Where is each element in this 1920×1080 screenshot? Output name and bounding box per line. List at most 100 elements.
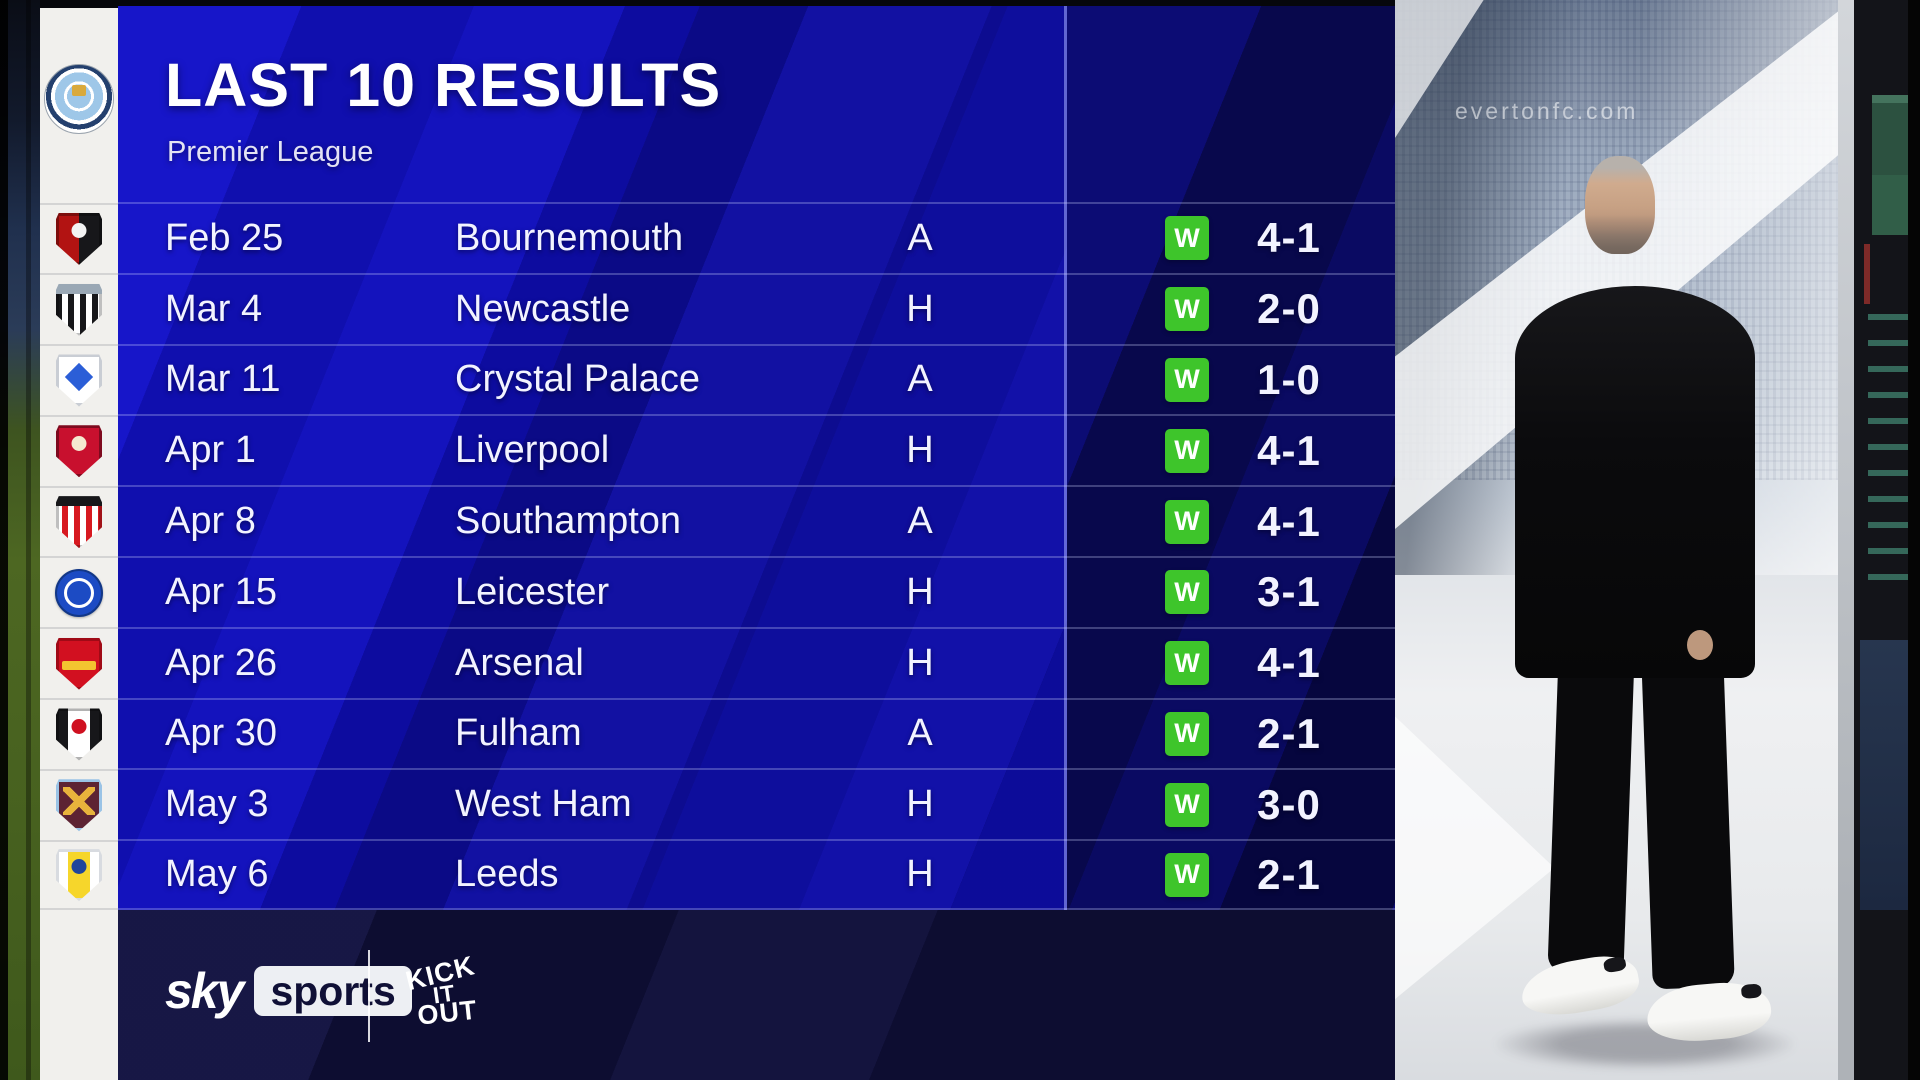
person-pep-guardiola (1395, 0, 1838, 1080)
figure-hand (1687, 630, 1713, 660)
venue-indicator: H (906, 287, 934, 330)
match-score: 2-1 (1257, 850, 1321, 898)
opponent-name: Liverpool (455, 429, 610, 472)
team-badge-southampton (56, 496, 102, 549)
result-chip-win: W (1165, 216, 1209, 261)
stadium-pillar (1838, 0, 1854, 1080)
team-badge-arsenal (56, 637, 102, 690)
stadium-detail (1864, 244, 1870, 304)
team-badge-cell (40, 839, 118, 911)
match-date: Apr 30 (165, 712, 277, 755)
opponent-name: Arsenal (455, 641, 584, 684)
opponent-name: Leeds (455, 853, 559, 896)
match-date: Apr 1 (165, 429, 256, 472)
scoreboard-text-lines (1868, 300, 1914, 580)
result-row: Mar 4 Newcastle H W 2-0 (118, 272, 1395, 344)
venue-indicator: H (906, 783, 934, 826)
photo-panel: evertonfc.com (1395, 0, 1838, 1080)
sports-wordmark-box: sports (254, 966, 412, 1016)
logo-divider (368, 950, 370, 1042)
result-chip-win: W (1165, 570, 1209, 615)
team-badge-crystal-palace (56, 354, 102, 407)
venue-indicator: A (907, 216, 933, 259)
match-date: Mar 4 (165, 287, 263, 330)
results-panel: LAST 10 RESULTS Premier League Feb 25 Bou… (118, 6, 1395, 1080)
opponent-name: Fulham (455, 712, 582, 755)
figure-shoe (1517, 950, 1643, 1022)
venue-indicator: A (907, 712, 933, 755)
result-row: May 3 West Ham H W 3-0 (118, 768, 1395, 839)
team-badge-leeds (56, 849, 102, 902)
venue-indicator: H (906, 570, 934, 613)
team-badge-cell (40, 698, 118, 769)
match-score: 1-0 (1257, 355, 1321, 403)
match-date: May 3 (165, 783, 269, 826)
result-chip-win: W (1165, 499, 1209, 544)
column-divider (1064, 6, 1067, 910)
kick-it-out-logo: KICK IT OUT (391, 941, 498, 1048)
sky-sports-logo: sky sports (165, 962, 412, 1020)
result-chip-win: W (1165, 711, 1209, 756)
team-badge-cell (40, 202, 118, 274)
match-date: Feb 25 (165, 216, 284, 259)
result-row: Apr 8 Southampton A W 4-1 (118, 485, 1395, 556)
team-badge-leicester (55, 568, 103, 617)
result-row: May 6 Leeds H W 2-1 (118, 839, 1395, 910)
result-chip-win: W (1165, 428, 1209, 473)
match-score: 4-1 (1257, 426, 1321, 474)
stadium-scoreboard (1872, 95, 1914, 235)
opponent-name: Crystal Palace (455, 358, 700, 401)
result-chip-win: W (1165, 782, 1209, 827)
result-row: Apr 30 Fulham A W 2-1 (118, 697, 1395, 769)
venue-indicator: H (906, 429, 934, 472)
match-score: 3-1 (1257, 568, 1321, 616)
match-date: Apr 26 (165, 641, 277, 684)
team-badge-bournemouth (56, 212, 102, 265)
result-chip-win: W (1165, 641, 1209, 686)
match-score: 2-0 (1257, 285, 1321, 333)
match-date: Apr 15 (165, 570, 277, 613)
opponent-name: West Ham (455, 783, 632, 826)
opponent-name: Newcastle (455, 287, 631, 330)
team-badge-cell (40, 627, 118, 698)
opponent-name: Southampton (455, 500, 682, 543)
result-chip-win: W (1165, 357, 1209, 402)
team-badge-fulham (56, 708, 102, 761)
result-row: Feb 25 Bournemouth A W 4-1 (118, 202, 1395, 273)
result-row: Apr 15 Leicester H W 3-1 (118, 555, 1395, 627)
match-score: 4-1 (1257, 214, 1321, 262)
results-table: Feb 25 Bournemouth A W 4-1 Mar 4 Newcastle H W 2-… (118, 202, 1395, 910)
page-title: LAST 10 RESULTS (165, 51, 722, 119)
club-badge-manchester-city (44, 64, 114, 134)
result-row: Apr 1 Liverpool H W 4-1 (118, 414, 1395, 485)
venue-indicator: A (907, 500, 933, 543)
page-subtitle: Premier League (167, 136, 374, 168)
club-badge-strip (40, 8, 118, 1080)
kick-it-out-line: OUT (415, 994, 479, 1031)
match-score: 3-0 (1257, 780, 1321, 828)
match-score: 2-1 (1257, 709, 1321, 757)
video-left-edge (0, 0, 40, 1080)
team-badge-list (40, 202, 118, 911)
result-row: Mar 11 Crystal Palace A W 1-0 (118, 343, 1395, 415)
team-badge-cell (40, 485, 118, 557)
team-badge-cell (40, 414, 118, 486)
figure-head (1585, 156, 1655, 254)
result-chip-win: W (1165, 287, 1209, 332)
panel-footer: sky sports KICK IT OUT (118, 910, 1395, 1080)
opponent-name: Leicester (455, 570, 610, 613)
venue-indicator: A (907, 358, 933, 401)
match-date: May 6 (165, 853, 269, 896)
figure-leg (1641, 650, 1735, 990)
team-badge-liverpool (56, 425, 102, 478)
figure-torso (1515, 286, 1755, 678)
result-row: Apr 26 Arsenal H W 4-1 (118, 626, 1395, 698)
video-right-black-bar (1908, 0, 1920, 1080)
team-badge-newcastle (56, 283, 102, 336)
panel-dark-zone (1067, 6, 1395, 910)
team-badge-cell (40, 273, 118, 344)
venue-indicator: H (906, 853, 934, 896)
match-score: 4-1 (1257, 639, 1321, 687)
team-badge-cell (40, 344, 118, 415)
venue-indicator: H (906, 641, 934, 684)
